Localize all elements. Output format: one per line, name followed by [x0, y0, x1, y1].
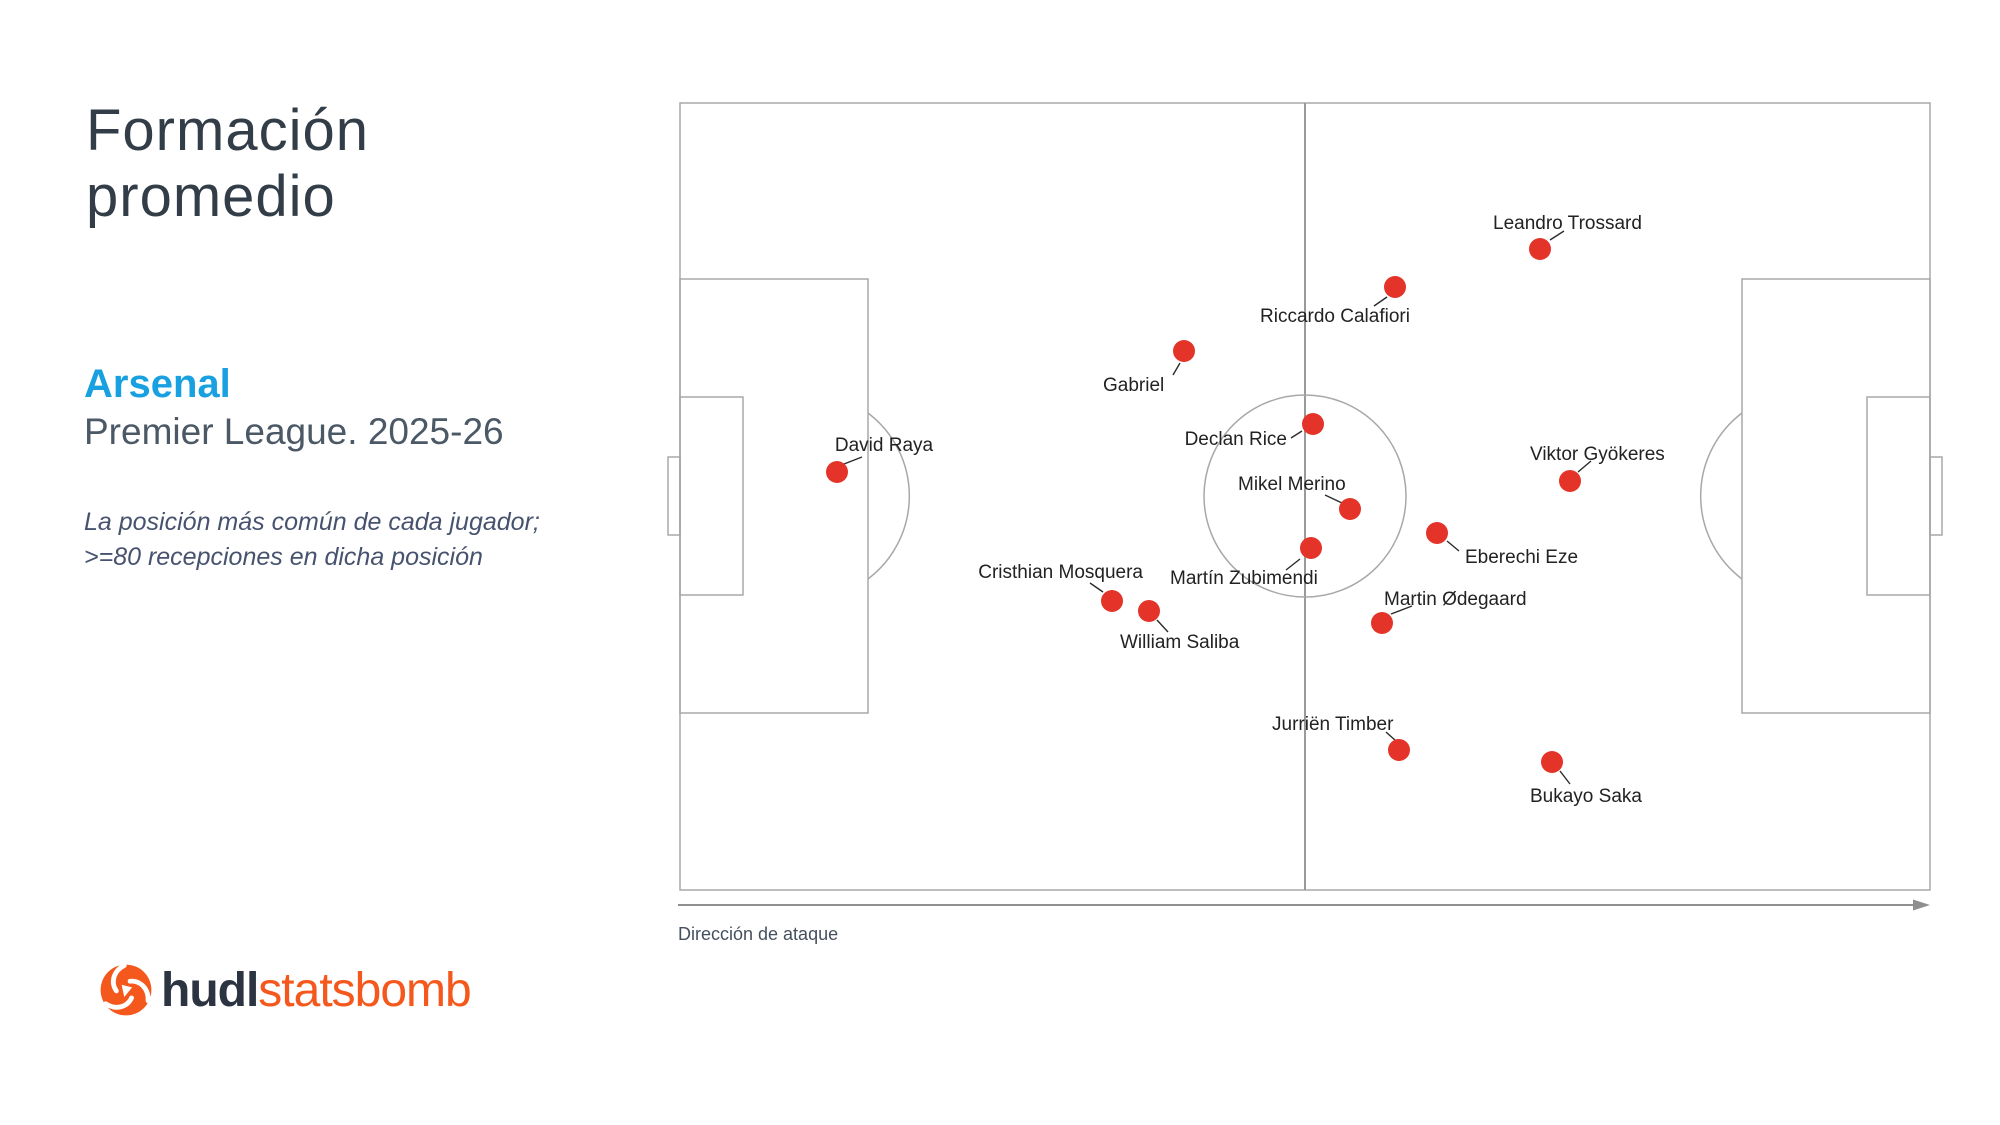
- player-label: Bukayo Saka: [1530, 786, 1642, 807]
- player-dot: [1339, 498, 1361, 520]
- player-label: Eberechi Eze: [1465, 547, 1578, 568]
- player-leader-line: [1324, 494, 1343, 504]
- methodology-note: La posición más común de cada jugador; >…: [84, 505, 540, 575]
- player-leader-line: [1385, 731, 1397, 742]
- player-leader-line: [1156, 619, 1169, 633]
- methodology-note-line2: >=80 recepciones en dicha posición: [84, 543, 483, 571]
- player-leader-line: [1390, 605, 1413, 615]
- page-title-line2: promedio: [86, 164, 336, 229]
- player-label: David Raya: [835, 435, 934, 456]
- player-leader-line: [1549, 230, 1565, 241]
- player-label: William Saliba: [1120, 632, 1240, 653]
- player-label: Cristhian Mosquera: [978, 562, 1143, 583]
- brand-wordmark: hudlstatsbomb: [161, 963, 472, 1018]
- attack-direction-arrowhead: [1913, 899, 1930, 911]
- center-circle: [1203, 394, 1407, 598]
- methodology-note-line1: La posición más común de cada jugador;: [84, 508, 540, 536]
- player-label: Viktor Gyökeres: [1530, 444, 1665, 465]
- player-dot: [826, 461, 848, 483]
- player-dot: [1384, 276, 1406, 298]
- penalty-arc-right: [1699, 412, 1743, 580]
- player-dot: [1541, 751, 1563, 773]
- goal-left: [667, 456, 681, 536]
- player-label: Martín Zubimendi: [1170, 568, 1318, 589]
- team-name: Arsenal: [84, 362, 231, 406]
- player-leader-line: [1290, 430, 1303, 439]
- hudl-swirl-icon: [100, 963, 152, 1016]
- brand-wordmark-statsbomb: statsbomb: [258, 963, 471, 1017]
- player-leader-line: [1577, 460, 1592, 473]
- player-dot: [1101, 590, 1123, 612]
- brand-logo: hudlstatsbomb: [98, 962, 472, 1018]
- player-dot: [1426, 522, 1448, 544]
- player-leader-line: [1285, 558, 1301, 571]
- page-title: Formación promedio: [86, 98, 369, 230]
- player-label: Leandro Trossard: [1493, 213, 1642, 234]
- brand-wordmark-hudl: hudl: [161, 963, 259, 1017]
- player-leader-line: [1559, 770, 1571, 785]
- goal-right: [1929, 456, 1943, 536]
- player-label: Riccardo Calafiori: [1260, 306, 1410, 327]
- player-label: Jurriën Timber: [1272, 714, 1394, 735]
- goal-area-left: [679, 396, 744, 596]
- player-dot: [1529, 238, 1551, 260]
- page-title-line1: Formación: [86, 98, 369, 163]
- player-dot: [1371, 612, 1393, 634]
- player-leader-line: [843, 456, 863, 465]
- player-label: Mikel Merino: [1238, 474, 1346, 495]
- player-dot: [1173, 340, 1195, 362]
- player-dot: [1138, 600, 1160, 622]
- players-layer: David Raya Gabriel Riccardo Calafiori Leand…: [826, 213, 1665, 807]
- player-dot: [1388, 739, 1410, 761]
- player-leader-line: [1089, 582, 1104, 593]
- player-label: Martin Ødegaard: [1384, 589, 1527, 610]
- penalty-area-left: [679, 278, 869, 714]
- player-leader-line: [1172, 362, 1181, 376]
- player-label: Declan Rice: [1185, 429, 1287, 450]
- penalty-arc-left: [867, 412, 911, 580]
- player-dot: [1559, 470, 1581, 492]
- penalty-area-right: [1741, 278, 1931, 714]
- attack-direction-label: Dirección de ataque: [678, 924, 838, 944]
- player-leader-line: [1446, 540, 1460, 552]
- player-dot: [1300, 537, 1322, 559]
- competition-season: Premier League. 2025-26: [84, 411, 504, 452]
- player-dot: [1302, 413, 1324, 435]
- player-leader-line: [1373, 296, 1388, 307]
- player-label: Gabriel: [1103, 375, 1164, 396]
- goal-area-right: [1866, 396, 1931, 596]
